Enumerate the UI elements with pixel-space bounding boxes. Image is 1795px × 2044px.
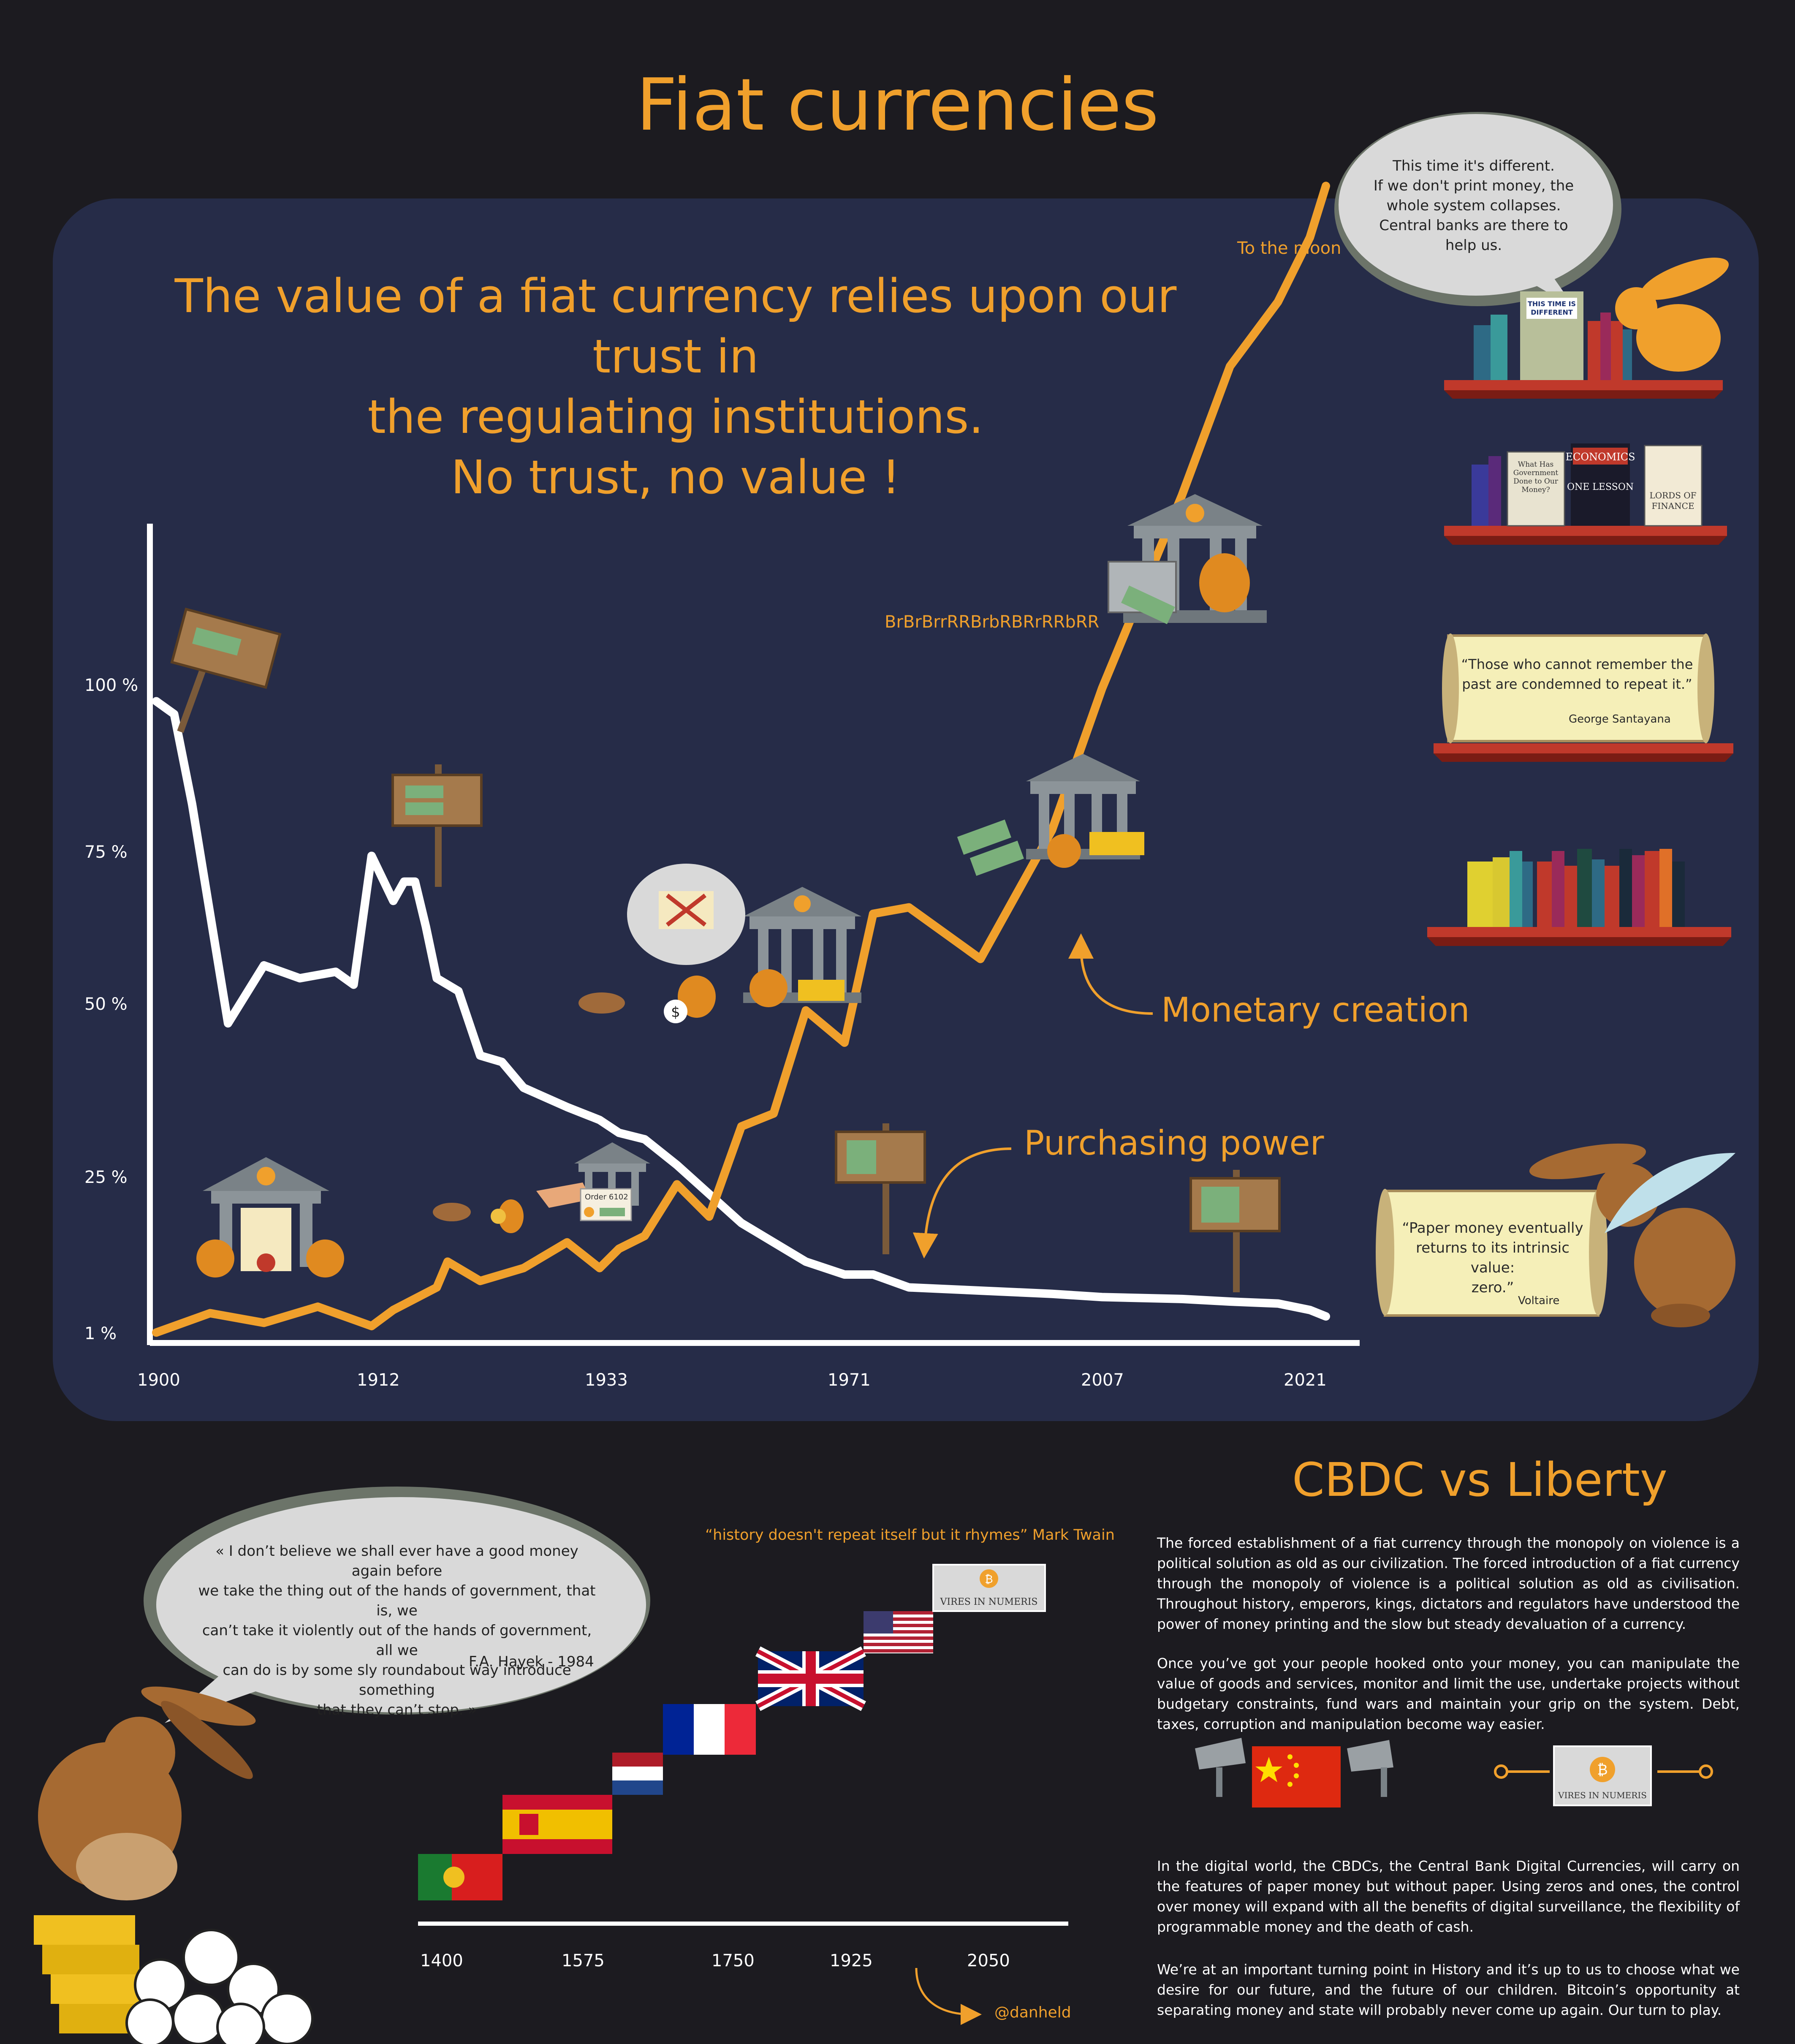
key-icon <box>1657 1766 1712 1778</box>
book-title: What Has <box>1518 460 1553 469</box>
rabbit-icon <box>433 1199 524 1233</box>
sign-post <box>1191 1170 1279 1292</box>
book-title: Money? <box>1521 486 1550 494</box>
handle-arrow <box>916 1968 971 2014</box>
flag-usa <box>864 1611 933 1653</box>
vires-badge: ₿ VIRES IN NUMERIS <box>933 1565 1045 1611</box>
monetary-creation-label: Monetary creation <box>1161 990 1470 1030</box>
timeline-year: 1575 <box>562 1951 605 1971</box>
book-title: Government <box>1513 469 1559 477</box>
timeline-year: 2050 <box>967 1951 1010 1971</box>
flag-france <box>663 1704 756 1755</box>
bookshelf <box>1434 633 1733 762</box>
flag-china <box>1252 1746 1341 1808</box>
hand-order: Order 6102 <box>536 1182 631 1220</box>
camera-icon <box>1195 1738 1246 1797</box>
paragraph: We’re at an important turning point in H… <box>1157 1960 1740 2020</box>
quote-line: past are condemned to repeat it.” <box>1455 674 1700 694</box>
purchasing-power-label: Purchasing power <box>1024 1123 1324 1163</box>
speech-bubble <box>627 864 745 965</box>
rabbit-icon: $ <box>578 976 716 1023</box>
bubble-line: If we don't print money, the <box>1360 176 1588 196</box>
book-title: THIS TIME IS <box>1528 300 1576 308</box>
bank-building <box>196 1157 344 1278</box>
quote-line: « I don’t believe we shall ever have a g… <box>194 1541 600 1581</box>
bitcoin-icon: ₿ <box>985 1573 993 1586</box>
sign-post <box>393 764 481 887</box>
author-handle[interactable]: @danheld <box>994 2004 1071 2021</box>
printer-sound-label: BrBrBrrRRBrbRBRrRRbRR <box>885 612 1099 632</box>
vires-badge: ₿ VIRES IN NUMERIS <box>1554 1746 1651 1805</box>
section-title: CBDC vs Liberty <box>1292 1453 1667 1507</box>
quote-line: “Paper money eventually <box>1396 1218 1590 1238</box>
flag-uk <box>758 1651 864 1706</box>
quote-line: zero.” <box>1396 1278 1590 1298</box>
purchasing-power-line <box>156 701 1326 1317</box>
book-title: ECONOMICS <box>1565 451 1635 463</box>
book-title: LORDS OF <box>1649 490 1696 500</box>
key-icon <box>1495 1766 1550 1778</box>
paragraph: The forced establishment of a fiat curre… <box>1157 1533 1740 1634</box>
money-bags <box>127 1930 312 2044</box>
timeline-year: 1750 <box>711 1951 755 1971</box>
to-the-moon-label: To the moon <box>1237 239 1341 258</box>
vires-label: VIRES IN NUMERIS <box>940 1597 1038 1607</box>
bubble-text: This time it's different. If we don't pr… <box>1360 156 1588 256</box>
timeline-year: 1925 <box>830 1951 873 1971</box>
flag-spain <box>502 1795 612 1854</box>
quote-santayana: “Those who cannot remember the past are … <box>1455 655 1700 694</box>
book-title: Done to Our <box>1513 477 1559 486</box>
twain-quote: “history doesn't repeat itself but it rh… <box>705 1527 1115 1544</box>
book-title: DIFFERENT <box>1531 308 1573 316</box>
vires-label: VIRES IN NUMERIS <box>1558 1790 1647 1800</box>
camera-icon <box>1347 1740 1393 1797</box>
quote-author: George Santayana <box>1569 713 1671 726</box>
purchasing-arrow <box>925 1149 1011 1246</box>
monetary-arrow <box>1081 946 1153 1014</box>
bank-building <box>957 754 1144 876</box>
bank-building <box>1108 494 1267 624</box>
timeline-year: 1400 <box>420 1951 463 1971</box>
dollar-icon: $ <box>671 1004 680 1021</box>
flag-netherlands <box>612 1753 663 1795</box>
quote-line: we take the thing out of the hands of go… <box>194 1581 600 1621</box>
order-label: Order 6102 <box>585 1193 628 1201</box>
bubble-line: whole system collapses. <box>1360 196 1588 216</box>
paragraph: Once you’ve got your people hooked onto … <box>1157 1653 1740 1734</box>
quote-line: returns to its intrinsic value: <box>1396 1238 1590 1278</box>
book-title: FINANCE <box>1651 501 1694 511</box>
bubble-line: help us. <box>1360 236 1588 256</box>
book-title: ONE LESSON <box>1567 482 1634 492</box>
paragraph: In the digital world, the CBDCs, the Cen… <box>1157 1856 1740 1937</box>
sign-post <box>836 1123 925 1254</box>
bubble-line: Central banks are there to <box>1360 216 1588 236</box>
bookshelf <box>1427 849 1731 946</box>
flag-portugal <box>418 1854 502 1900</box>
quote-author: F.A. Hayek - 1984 <box>469 1653 594 1670</box>
quote-hayek: « I don’t believe we shall ever have a g… <box>194 1541 600 1720</box>
quote-author: Voltaire <box>1518 1294 1559 1307</box>
sign-post <box>172 609 280 733</box>
quote-line: that they can’t stop. » <box>194 1700 600 1720</box>
quote-line: “Those who cannot remember the <box>1455 655 1700 674</box>
bookshelf: What Has Government Done to Our Money? E… <box>1444 443 1727 545</box>
bank-building <box>743 887 861 1007</box>
bitcoin-icon: ₿ <box>1597 1761 1608 1778</box>
bubble-line: This time it's different. <box>1360 156 1588 176</box>
quote-voltaire: “Paper money eventually returns to its i… <box>1396 1218 1590 1298</box>
